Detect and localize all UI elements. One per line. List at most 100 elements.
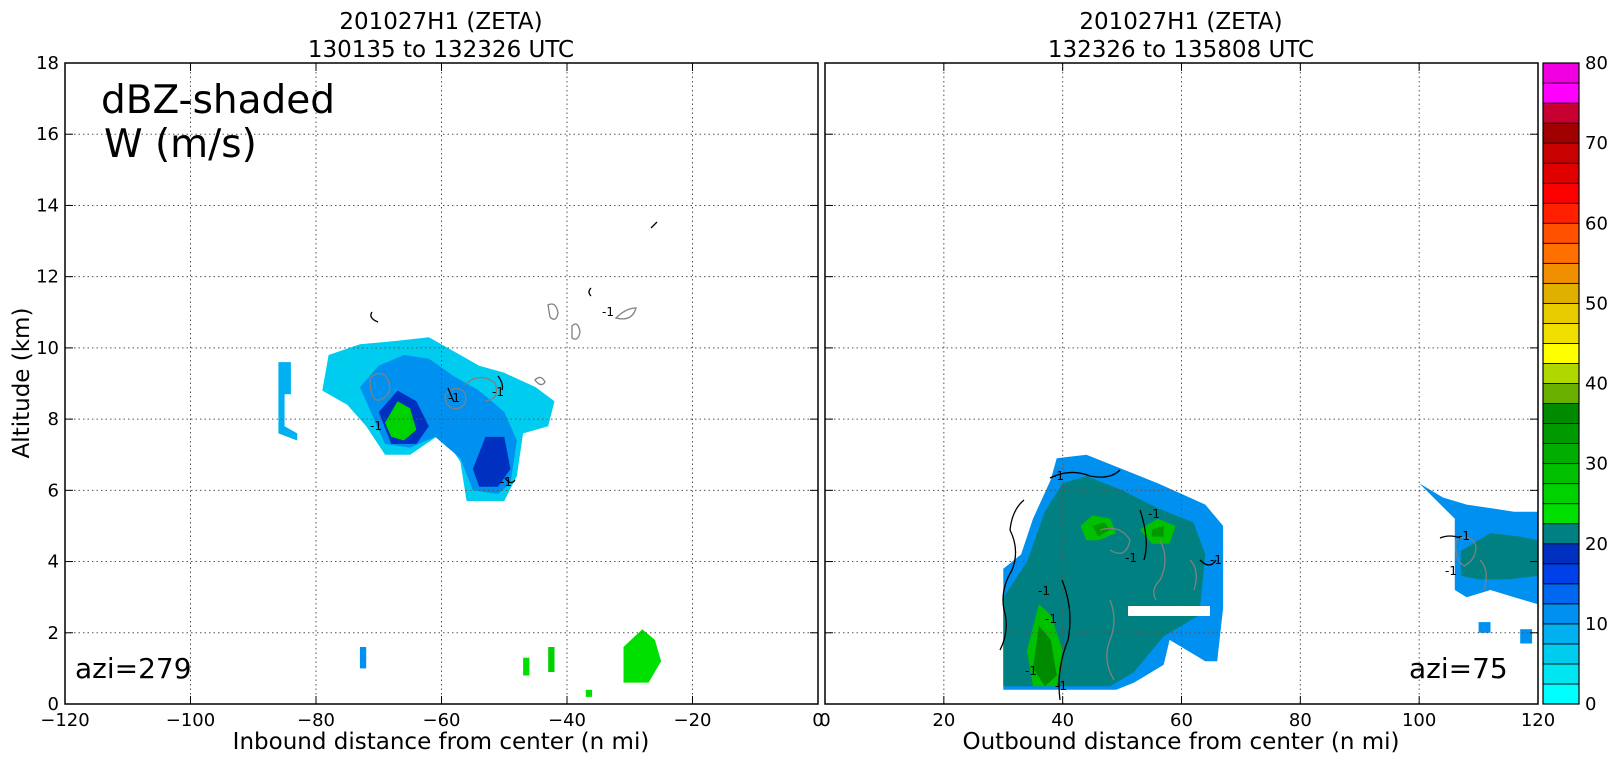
contour-label: -1 xyxy=(492,385,504,399)
contour-label: -1 xyxy=(1055,679,1067,693)
echo-region xyxy=(1460,533,1538,580)
colorbar-frame xyxy=(1542,62,1580,705)
colorbar-cell xyxy=(1542,182,1580,204)
w-contour xyxy=(1106,599,1115,681)
echo-region xyxy=(1478,622,1491,633)
w-contour-negative xyxy=(1139,509,1147,561)
x-tick-label: 0 xyxy=(812,710,823,731)
colorbar-cell xyxy=(1542,363,1580,384)
colorbar-cell xyxy=(1542,242,1580,264)
left-azimuth-label: azi=279 xyxy=(75,652,192,685)
colorbar-cell xyxy=(1542,603,1580,625)
colorbar-cell xyxy=(1542,403,1580,424)
w-contour xyxy=(444,387,467,410)
x-tick-label: 40 xyxy=(1051,710,1074,731)
colorbar-cell xyxy=(1542,222,1580,244)
left-panel: -1 -1 -1 -1 -1 −120 −100 −80 −60 −40 −20 0 0 2 4 6… xyxy=(9,9,824,755)
w-contour-negative xyxy=(1049,469,1121,479)
left-title: 201027H1 (ZETA) xyxy=(339,9,542,35)
echo-region xyxy=(278,362,298,441)
echo-region xyxy=(359,647,367,669)
left-grid xyxy=(65,63,818,704)
dbz-shaded-annotation: dBZ-shaded xyxy=(101,78,335,123)
y-tick-label: 6 xyxy=(48,480,59,501)
colorbar-tick-label: 70 xyxy=(1585,133,1608,154)
contour-label: -1 xyxy=(1052,469,1064,483)
x-tick-label: 60 xyxy=(1170,710,1193,731)
right-x-axis-label: Outbound distance from center (n mi) xyxy=(963,729,1400,755)
w-units-annotation: W (m/s) xyxy=(104,122,257,167)
colorbar-tick-label: 40 xyxy=(1585,374,1608,395)
colorbar-cell xyxy=(1542,623,1580,645)
contour-label: -1 xyxy=(1458,529,1470,543)
contour-label: -1 xyxy=(1148,507,1160,521)
colorbar-cell xyxy=(1542,262,1580,284)
colorbar-cell xyxy=(1542,683,1580,705)
colorbar-cell xyxy=(1542,583,1580,605)
colorbar-cell xyxy=(1542,443,1580,465)
x-tick-label: −120 xyxy=(40,710,89,731)
colorbar-cell xyxy=(1542,383,1580,404)
right-title: 201027H1 (ZETA) xyxy=(1079,9,1282,35)
w-contour xyxy=(464,376,498,402)
colorbar-cell xyxy=(1542,483,1580,505)
x-tick-label: −100 xyxy=(166,710,215,731)
contour-label: -1 xyxy=(1210,553,1222,567)
colorbar-tick-label: 60 xyxy=(1585,213,1608,234)
w-contour xyxy=(1455,536,1477,567)
w-contour-negative xyxy=(1199,559,1217,566)
contour-label: -1 xyxy=(1125,551,1137,565)
x-tick-label: −20 xyxy=(674,710,712,731)
colorbar-cell xyxy=(1542,302,1580,324)
colorbar-cell xyxy=(1542,423,1580,444)
w-contour-negative xyxy=(447,387,455,403)
echo-region xyxy=(1033,625,1057,687)
left-ticks: −120 −100 −80 −60 −40 −20 0 0 2 4 6 8 10 12 14 16 18 xyxy=(36,53,824,731)
x-tick-label: 120 xyxy=(1521,710,1555,731)
left-subtitle: 130135 to 132326 UTC xyxy=(308,37,574,63)
colorbar-cell xyxy=(1542,323,1580,344)
w-contour-negative xyxy=(588,287,592,297)
echo-region xyxy=(1151,525,1164,537)
colorbar-ticks: 0 10 20 30 40 50 60 70 80 xyxy=(1585,53,1608,715)
w-contour xyxy=(1479,559,1487,591)
colorbar-cell xyxy=(1542,162,1580,184)
echo-region xyxy=(1520,629,1533,644)
colorbar-cell xyxy=(1542,343,1580,364)
y-tick-label: 8 xyxy=(48,409,59,430)
colorbar-cell xyxy=(1542,563,1580,585)
w-contour xyxy=(1099,527,1131,554)
colorbar-cell xyxy=(1542,202,1580,224)
echo-region xyxy=(548,647,555,672)
w-contour-negative xyxy=(650,221,658,229)
colorbar-cell xyxy=(1542,122,1580,144)
contour-label: -1 xyxy=(370,419,382,433)
y-tick-label: 2 xyxy=(48,623,59,644)
colorbar-cell xyxy=(1542,503,1580,525)
colorbar-tick-label: 20 xyxy=(1585,534,1608,555)
x-tick-label: −40 xyxy=(548,710,586,731)
colorbar-cell xyxy=(1542,142,1580,164)
x-tick-label: 100 xyxy=(1402,710,1436,731)
echo-region xyxy=(623,629,662,683)
x-tick-label: 0 xyxy=(819,710,830,731)
y-tick-label: 12 xyxy=(36,267,59,288)
x-tick-label: 20 xyxy=(932,710,955,731)
colorbar-cell xyxy=(1542,523,1580,545)
contour-label: -1 xyxy=(602,305,614,319)
echo-region xyxy=(585,689,593,697)
w-contour xyxy=(614,307,637,320)
contour-label: -1 xyxy=(448,391,460,405)
right-subtitle: 132326 to 135808 UTC xyxy=(1048,37,1314,63)
y-tick-label: 16 xyxy=(36,124,59,145)
colorbar-tick-label: 80 xyxy=(1585,53,1608,74)
right-grid xyxy=(825,63,1538,704)
w-contour xyxy=(369,372,391,401)
y-tick-label: 0 xyxy=(48,694,59,715)
right-azimuth-label: azi=75 xyxy=(1409,652,1508,685)
colorbar-tick-label: 10 xyxy=(1585,614,1608,635)
w-contour xyxy=(1153,539,1166,601)
w-contour-negative xyxy=(1439,535,1461,539)
w-contour xyxy=(547,303,559,320)
